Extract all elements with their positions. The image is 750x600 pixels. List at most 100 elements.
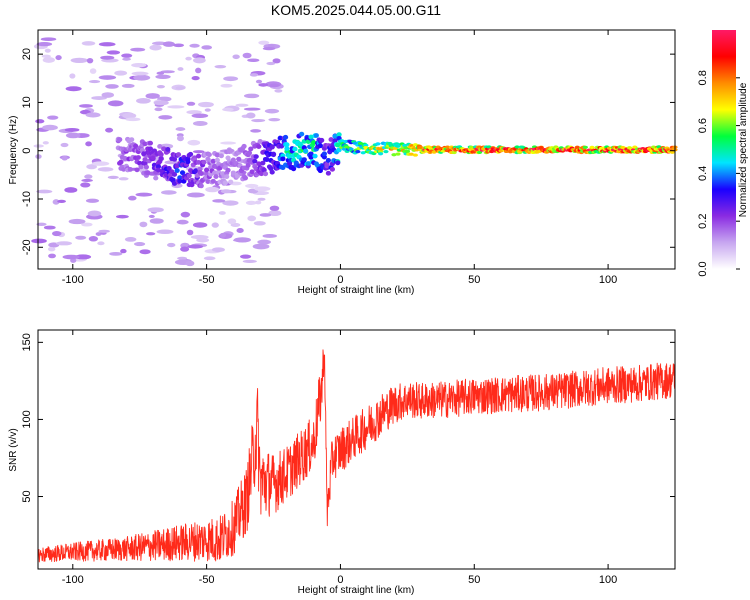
spectrogram-cell [253,221,266,226]
spectrogram-cell [134,167,140,173]
spectrogram-cell [175,127,186,131]
spectrogram-cell [35,119,45,124]
spectrogram-cell [252,158,258,164]
y-tick-label: 0 [21,148,33,154]
spectrogram-cell [85,141,92,147]
colorbar-gradient [712,30,736,269]
spectrogram-cell [147,146,154,152]
spectrogram-cell [161,190,177,195]
spectrogram-cell [174,168,180,173]
spectrogram-cell [177,178,183,184]
spectrogram-cell [61,155,68,161]
spectrogram-cell [176,135,184,142]
spectrogram-cell [118,159,124,165]
spectrogram-cell [121,53,133,58]
spectrogram-cell [262,46,276,51]
spectrogram-cell [74,254,92,260]
spectrogram-cell [256,144,262,149]
spectrogram-cell [301,157,307,162]
y-tick-label: -10 [21,191,33,207]
spectrogram-cell [339,139,345,143]
spectrogram-cell [191,113,209,119]
y-tick-label: 50 [21,490,33,502]
spectrogram-cell [203,256,216,261]
spectrogram-cell [107,175,119,179]
spectrogram-cell [198,171,204,176]
spectrogram-cell [395,152,401,156]
spectrogram-cell [204,167,210,173]
spectrogram-cell [242,259,257,263]
spectrogram-cell [329,166,336,172]
spectrogram-cell [105,84,119,89]
spectrogram-x-ticks: -100 -50 0 50 100 [62,30,617,286]
spectrogram-cell [246,150,253,156]
spectrogram-cell [254,186,271,192]
spectrogram-cell [171,156,178,162]
spectrogram-cell [117,137,123,142]
spectrogram-cell [175,152,182,157]
spectrogram-cell [332,138,338,143]
spectrogram-cell [154,107,163,112]
x-tick-label: 0 [337,274,343,286]
spectrogram-cell [403,146,409,150]
spectrogram-cell [222,180,228,186]
spectrogram-cell [235,103,249,107]
spectrogram-cell [228,179,234,185]
spectrogram-cell [214,157,220,163]
spectrogram-cell [81,178,93,182]
spectrogram-cell [129,137,135,143]
spectrogram-cell [205,179,211,184]
spectrogram-cell [122,112,137,119]
spectrogram-cell [377,152,384,156]
spectrogram-cell [87,210,102,217]
spectrogram-cell [139,221,148,228]
spectrogram-x-label: Height of straight line (km) [298,285,415,296]
spectrogram-cell [243,93,260,99]
spectrogram-cell [62,254,80,260]
spectrogram-cell [43,225,56,230]
spectrogram-cell [259,213,272,217]
spectrogram-cell [225,167,231,173]
spectrogram-cell [142,157,148,162]
spectrogram-cell [176,219,189,225]
spectrogram-cell [198,183,204,189]
colorbar-label: Normalized spectral amplitude [738,82,749,217]
spectrogram-cell [212,199,226,203]
spectrogram-cell [106,50,121,55]
spectrogram-cells [31,37,678,267]
spectrogram-cell [81,222,93,227]
spectrogram-cell [40,37,57,42]
spectrogram-cell [186,192,205,198]
spectrogram-cell [133,74,151,81]
spectrogram-cell [220,141,237,145]
spectrogram-border [37,29,676,270]
spectrogram-cell [186,229,194,236]
spectrogram-cell [418,145,424,150]
colorbar-tick-label: 0.8 [697,70,709,85]
spectrogram-cell [363,143,369,147]
spectrogram-cell [89,68,97,74]
colorbar-tick-label: 0.0 [697,261,709,276]
spectrogram-cell [85,112,101,118]
spectrogram-cell [42,141,49,145]
spectrogram-cell [136,98,151,104]
spectrogram-cell [57,199,66,203]
spectrogram-cell [135,192,153,197]
spectrogram-cell [284,146,290,151]
snr-y-label: SNR (v/v) [8,428,19,471]
snr-x-label: Height of straight line (km) [298,585,415,596]
spectrogram-cell [80,182,91,188]
spectrogram-cell [317,143,323,149]
y-tick-label: 10 [21,96,33,108]
spectrogram-cell [137,160,143,166]
spectrogram-cell [122,155,128,161]
spectrogram-cell [201,159,207,165]
spectrogram-cell [160,70,175,74]
spectrogram-cell [252,243,270,250]
spectrogram-cell [51,230,62,237]
spectrogram-cell [292,146,298,152]
spectrogram-cell [145,93,160,99]
spectrogram-cell [408,152,414,156]
spectrogram-cell [262,234,278,238]
